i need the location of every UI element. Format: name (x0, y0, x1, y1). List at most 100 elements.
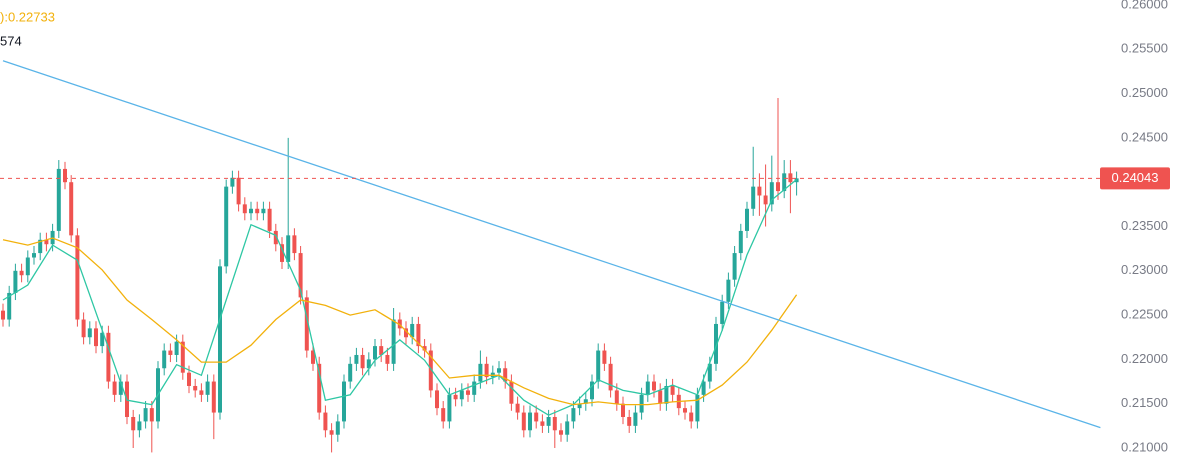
y-tick-label: 0.21500 (1121, 395, 1168, 410)
candle-body (472, 381, 477, 395)
candle-body (211, 381, 216, 413)
candle-body (602, 350, 607, 364)
candle-body (447, 394, 452, 422)
candle-body (38, 239, 43, 254)
candle-body (714, 323, 718, 364)
candle-body (143, 408, 148, 422)
candle-body (218, 266, 222, 413)
candle-body (373, 346, 377, 360)
price-tag-label: 0.24043 (1112, 170, 1159, 185)
candle-body (559, 430, 563, 435)
candle-body (670, 385, 675, 395)
candle-body (633, 412, 638, 426)
candle-body (379, 346, 384, 355)
candle-body (441, 408, 446, 422)
y-tick-label: 0.22500 (1121, 307, 1168, 322)
candle-body (608, 363, 613, 391)
candle-body (621, 403, 625, 417)
candle-body (707, 363, 712, 382)
candle-body (25, 257, 30, 276)
candle-body (19, 270, 24, 276)
candle-body (323, 412, 328, 431)
candle-body (738, 230, 743, 254)
candle-body (7, 292, 12, 320)
candle-body (94, 328, 98, 347)
candle-body (261, 208, 266, 214)
candle-body (224, 186, 229, 267)
candle-body (329, 430, 334, 435)
candle-body (56, 168, 61, 231)
candle-body (720, 301, 725, 324)
legend-text: 574 (0, 33, 22, 48)
candle-body (1, 310, 5, 320)
candle-body (583, 399, 588, 404)
candle-body (732, 253, 737, 280)
candle-body (249, 208, 253, 214)
indicator-line (2, 237, 798, 406)
y-tick-label: 0.24500 (1121, 129, 1168, 144)
candle-body (788, 173, 793, 183)
candle-body (304, 297, 309, 351)
candle-body (521, 412, 526, 431)
candle-body (782, 173, 787, 192)
y-tick-label: 0.23000 (1121, 262, 1168, 277)
candle-body (515, 403, 520, 413)
candle-body (745, 208, 749, 231)
candle-body (348, 363, 353, 382)
candle-body (701, 381, 706, 395)
candle-body (311, 350, 315, 364)
candle-body (769, 182, 774, 205)
candle-body (577, 403, 582, 409)
candle-body (236, 177, 241, 205)
candle-body (571, 408, 576, 422)
candle-body (776, 182, 780, 192)
candle-body (205, 381, 210, 395)
candle-body (763, 195, 768, 205)
candle-body (298, 253, 303, 298)
candle-body (757, 186, 762, 196)
candle-body (267, 208, 272, 231)
indicator-line (2, 178, 798, 416)
candle-body (652, 381, 656, 391)
candle-body (75, 235, 80, 320)
candle-body (391, 319, 396, 364)
y-tick-label: 0.26000 (1121, 0, 1168, 11)
candle-body (354, 354, 359, 364)
candle-body (193, 385, 198, 391)
candle-body (534, 412, 539, 422)
candle-body (689, 412, 694, 422)
y-tick-label: 0.25500 (1121, 41, 1168, 56)
candle-body (664, 385, 669, 404)
candle-body (112, 381, 117, 395)
candle-body (466, 390, 470, 395)
indicator-line (2, 60, 1101, 429)
y-tick-label: 0.23500 (1121, 218, 1168, 233)
candle-body (546, 416, 551, 426)
candle-body (230, 177, 235, 187)
candle-body (174, 341, 179, 355)
candle-body (509, 381, 514, 404)
candle-body (453, 394, 458, 400)
candle-body (149, 408, 154, 422)
candle-body (187, 372, 191, 386)
price-tag (1100, 167, 1170, 190)
candle-body (645, 381, 650, 395)
candle-body (100, 332, 105, 347)
candle-body (410, 323, 415, 338)
candle-body (658, 390, 663, 404)
candle-body (422, 346, 427, 351)
candle-body (118, 381, 123, 395)
candle-body (726, 279, 731, 302)
candle-body (280, 244, 284, 262)
candle-body (69, 182, 74, 236)
candle-body (397, 319, 402, 329)
candle-body (199, 390, 204, 395)
candle-body (497, 368, 501, 373)
candle-body (180, 341, 185, 373)
candle-body (87, 328, 92, 338)
y-tick-label: 0.21000 (1121, 439, 1168, 454)
candle-body (416, 323, 421, 347)
candle-body (639, 394, 644, 413)
candle-body (342, 381, 346, 422)
candle-body (286, 235, 291, 262)
